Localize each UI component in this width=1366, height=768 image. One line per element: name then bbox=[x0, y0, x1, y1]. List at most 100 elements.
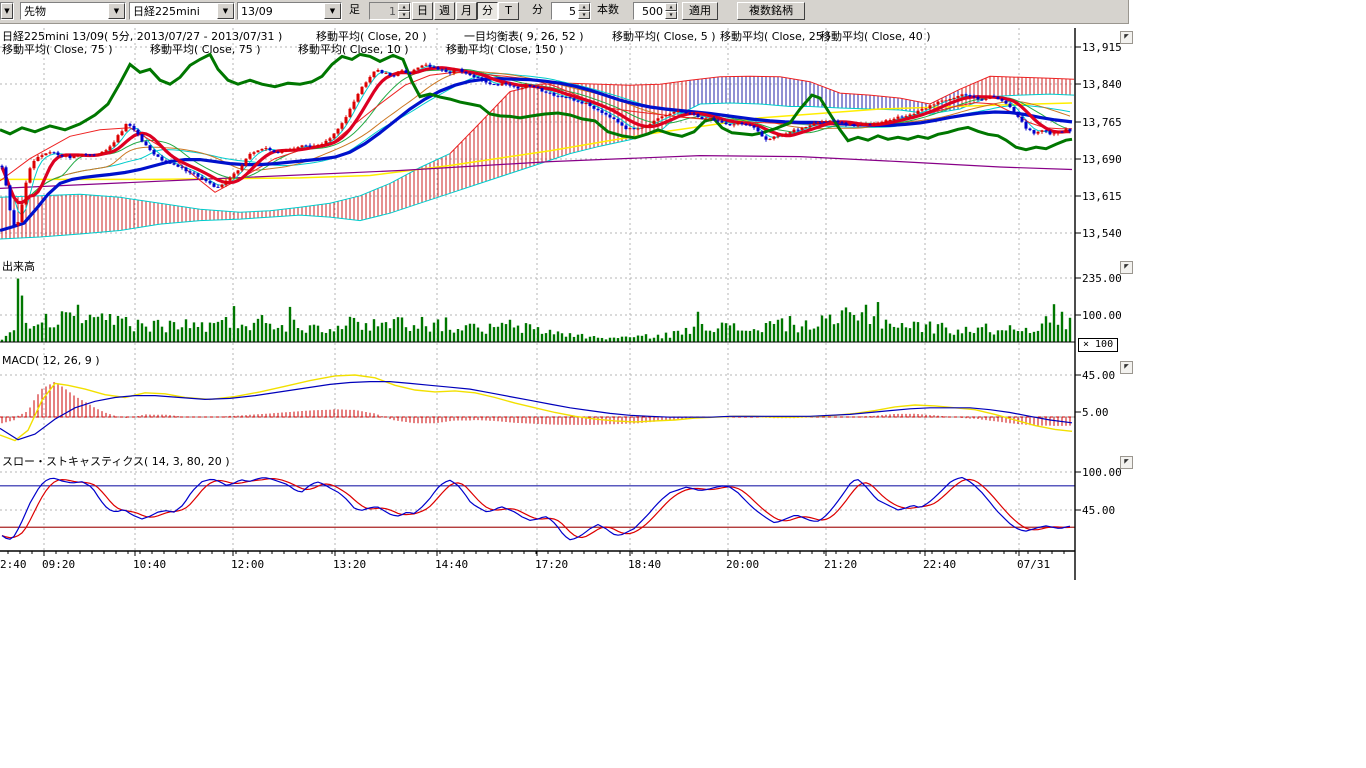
bar-interval-stepper[interactable]: 1 ▲ ▼ bbox=[369, 2, 411, 20]
panel-title-macd: MACD( 12, 26, 9 ) bbox=[2, 354, 100, 367]
category-combo-value: 先物 bbox=[24, 5, 46, 18]
time-axis-label: 17:20 bbox=[535, 558, 569, 571]
chart-header-item: 移動平均( Close, 40 ) bbox=[820, 30, 931, 43]
spinner-up-icon[interactable]: ▲ bbox=[665, 3, 677, 11]
contract-month-combo[interactable]: 13/09 ▼ bbox=[237, 2, 342, 20]
stoch-d-line bbox=[1, 478, 1071, 539]
stoch-axis-label: 100.00 bbox=[1082, 466, 1122, 479]
panel-scale-button[interactable]: ◤ bbox=[1120, 261, 1133, 274]
time-axis-label: 20:00 bbox=[726, 558, 760, 571]
apply-button[interactable]: 適用 bbox=[682, 2, 718, 20]
period-tick-button[interactable]: T bbox=[498, 2, 519, 20]
chart-header-item: 移動平均( Close, 25 ) bbox=[720, 30, 831, 43]
panel-scale-button[interactable]: ◤ bbox=[1120, 456, 1133, 469]
red-thick-ma bbox=[0, 66, 1070, 205]
minutes-stepper[interactable]: 5 ▲ ▼ bbox=[551, 2, 591, 20]
chart-header-item: 移動平均( Close, 10 ) bbox=[298, 43, 409, 56]
multi-symbol-button[interactable]: 複数銘柄 bbox=[737, 2, 805, 20]
time-axis-label: 12:00 bbox=[231, 558, 265, 571]
price-axis-label: 13,915 bbox=[1082, 41, 1122, 54]
time-axis-label: 2:40 bbox=[0, 558, 27, 571]
macd-panel bbox=[0, 374, 1075, 442]
chart-canvas[interactable] bbox=[0, 24, 1140, 584]
axes bbox=[0, 28, 1081, 580]
cloud-span-a-left bbox=[0, 153, 451, 213]
panel-scale-button[interactable]: ◤ bbox=[1120, 361, 1133, 374]
spinner-arrows-icon[interactable]: ▲ ▼ bbox=[665, 3, 677, 19]
price-axis-label: 13,540 bbox=[1082, 227, 1122, 240]
macd-signal-line bbox=[0, 381, 1073, 441]
bar-interval-value: 1 bbox=[389, 5, 396, 18]
period-week-button[interactable]: 週 bbox=[434, 2, 455, 20]
chart-header-item: 移動平均( Close, 75 ) bbox=[150, 43, 261, 56]
thin-red-ma bbox=[0, 71, 1072, 193]
volume-axis-label: 235.00 bbox=[1082, 272, 1122, 285]
thin-red-ma bbox=[0, 71, 1072, 193]
category-combo[interactable]: 先物 ▼ bbox=[20, 2, 126, 20]
green-thick-ma bbox=[0, 52, 1073, 152]
grid-lines bbox=[0, 28, 1075, 551]
chart-header-item: 移動平均( Close, 150 ) bbox=[446, 43, 564, 56]
period-month-button[interactable]: 月 bbox=[456, 2, 477, 20]
time-axis-label: 21:20 bbox=[824, 558, 858, 571]
time-axis-label: 14:40 bbox=[435, 558, 469, 571]
price-axis-label: 13,615 bbox=[1082, 190, 1122, 203]
blue-thick-ma bbox=[0, 77, 1073, 233]
spinner-arrows-icon[interactable]: ▲ ▼ bbox=[398, 3, 410, 19]
chart-header-item: 移動平均( Close, 75 ) bbox=[2, 43, 113, 56]
chevron-down-icon[interactable]: ▼ bbox=[217, 3, 234, 19]
stoch-axis-label: 45.00 bbox=[1082, 504, 1116, 517]
macd-axis-label: 45.00 bbox=[1082, 369, 1116, 382]
green-thick-ma bbox=[0, 52, 1073, 152]
spinner-arrows-icon[interactable]: ▲ ▼ bbox=[578, 3, 590, 19]
chart-header-item: 一目均衡表( 9, 26, 52 ) bbox=[464, 30, 584, 43]
spinner-down-icon[interactable]: ▼ bbox=[398, 11, 410, 19]
contract-month-combo-value: 13/09 bbox=[241, 5, 273, 18]
macd-axis-label: 5.00 bbox=[1082, 406, 1109, 419]
purple-ma bbox=[0, 154, 1073, 189]
stoch-k-line bbox=[1, 476, 1071, 541]
volume-axis-label: 100.00 bbox=[1082, 309, 1122, 322]
yellow-ma-150 bbox=[0, 102, 1073, 181]
panel-title-stoch: スロー・ストキャスティクス( 14, 3, 80, 20 ) bbox=[2, 455, 230, 468]
volume-multiplier-badge: × 100 bbox=[1078, 338, 1119, 352]
minutes-value: 5 bbox=[569, 5, 576, 18]
chart-area: × 100 日経225mini 13/09( 5分, 2013/07/27 - … bbox=[0, 24, 1140, 584]
cloud-span-b bbox=[0, 93, 1075, 240]
symbol-combo-value: 日経225mini bbox=[133, 5, 200, 18]
volume-bars bbox=[0, 278, 1075, 343]
time-axis-label: 18:40 bbox=[628, 558, 662, 571]
panel-title-volume: 出来高 bbox=[2, 260, 35, 273]
time-axis-label: 13:20 bbox=[333, 558, 367, 571]
macd-line bbox=[0, 374, 1073, 442]
candlesticks bbox=[0, 62, 1072, 227]
bar-count-value: 500 bbox=[642, 5, 663, 18]
purple-ma bbox=[0, 154, 1073, 189]
chart-header-item: 移動平均( Close, 20 ) bbox=[316, 30, 427, 43]
price-axis-label: 13,690 bbox=[1082, 153, 1122, 166]
minutes-label: 分 bbox=[532, 3, 543, 16]
chevron-down-icon[interactable]: ▼ bbox=[324, 3, 341, 19]
blue-thick-ma bbox=[0, 77, 1073, 233]
chevron-down-icon[interactable]: ▼ bbox=[108, 3, 125, 19]
period-day-button[interactable]: 日 bbox=[412, 2, 433, 20]
symbol-combo[interactable]: 日経225mini ▼ bbox=[129, 2, 235, 20]
price-axis-label: 13,840 bbox=[1082, 78, 1122, 91]
chart-header-item: 移動平均( Close, 5 ) bbox=[612, 30, 716, 43]
spinner-down-icon[interactable]: ▼ bbox=[665, 11, 677, 19]
spinner-up-icon[interactable]: ▲ bbox=[578, 3, 590, 11]
orange-ma bbox=[1, 70, 1071, 204]
period-minute-button[interactable]: 分 bbox=[477, 2, 498, 20]
spinner-up-icon[interactable]: ▲ bbox=[398, 3, 410, 11]
bar-count-stepper[interactable]: 500 ▲ ▼ bbox=[633, 2, 678, 20]
thin-green-ma bbox=[1, 68, 1071, 204]
partial-combo[interactable]: ▼ bbox=[0, 2, 14, 20]
time-axis-label: 22:40 bbox=[923, 558, 957, 571]
time-axis-label: 09:20 bbox=[42, 558, 76, 571]
panel-scale-button[interactable]: ◤ bbox=[1120, 31, 1133, 44]
stochastics-panel bbox=[0, 476, 1075, 541]
spinner-down-icon[interactable]: ▼ bbox=[578, 11, 590, 19]
chevron-down-icon[interactable]: ▼ bbox=[1, 3, 13, 19]
bar-type-label: 足 bbox=[349, 3, 360, 16]
